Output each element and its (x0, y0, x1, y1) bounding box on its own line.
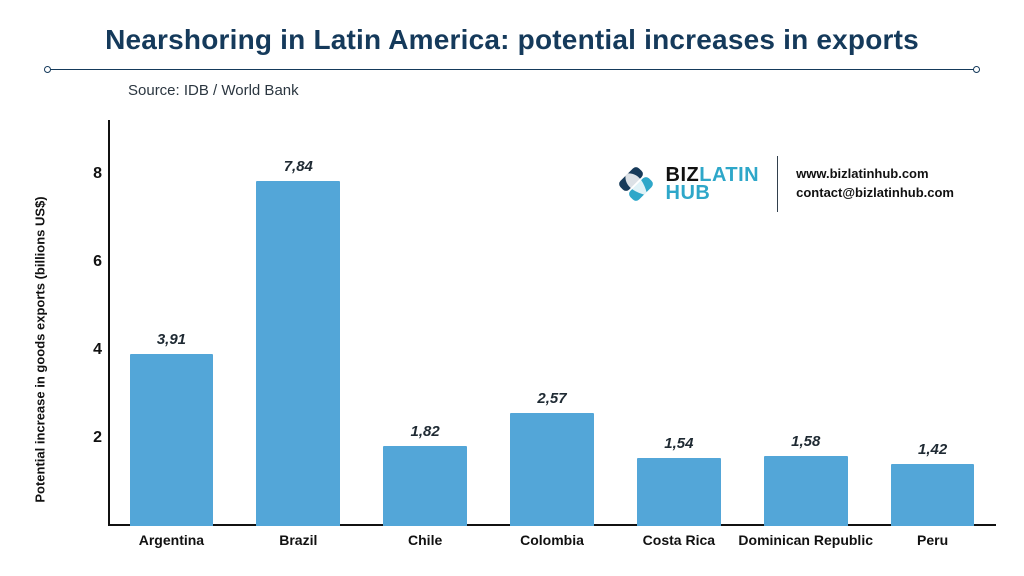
title-rule (44, 66, 980, 72)
rule-dot-right (973, 66, 980, 73)
chart-zone: Potential increase in goods exports (bil… (48, 130, 996, 554)
bar-slot: 3,91Argentina (108, 130, 235, 526)
bar-slot: 2,57Colombia (489, 130, 616, 526)
bar-slot: 1,82Chile (362, 130, 489, 526)
y-tick: 6 (74, 253, 102, 271)
bars-container: 3,91Argentina7,84Brazil1,82Chile2,57Colo… (108, 130, 996, 526)
y-tick: 2 (74, 429, 102, 447)
source-text: Source: IDB / World Bank (128, 82, 996, 99)
bar-slot: 1,58Dominican Republic (742, 130, 869, 526)
rule-line (50, 69, 974, 70)
bar-value-label: 1,82 (411, 423, 440, 440)
bar-category-label: Peru (844, 532, 1022, 548)
bar-rect (130, 354, 214, 526)
bar-value-label: 1,42 (918, 441, 947, 458)
bar-rect (383, 446, 467, 526)
bar-value-label: 1,54 (664, 435, 693, 452)
bar-rect (256, 181, 340, 526)
bar-slot: 1,42Peru (869, 130, 996, 526)
bar-value-label: 2,57 (537, 390, 566, 407)
bar-rect (764, 456, 848, 526)
bar-rect (510, 413, 594, 526)
y-axis-label: Potential increase in goods exports (bil… (33, 196, 48, 502)
y-tick: 8 (74, 165, 102, 183)
bar-rect (637, 458, 721, 526)
bar-rect (891, 464, 975, 526)
bar-value-label: 1,58 (791, 433, 820, 450)
bar-slot: 1,54Costa Rica (615, 130, 742, 526)
bar-slot: 7,84Brazil (235, 130, 362, 526)
y-tick: 4 (74, 341, 102, 359)
plot-area: 3,91Argentina7,84Brazil1,82Chile2,57Colo… (108, 130, 996, 526)
page-title: Nearshoring in Latin America: potential … (28, 24, 996, 56)
bar-value-label: 7,84 (284, 158, 313, 175)
bar-value-label: 3,91 (157, 331, 186, 348)
page-root: Nearshoring in Latin America: potential … (0, 0, 1024, 576)
